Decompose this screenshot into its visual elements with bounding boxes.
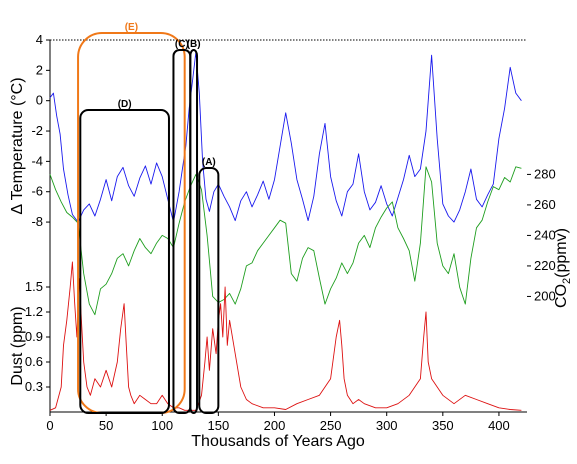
co2-tick-label-0: 200 bbox=[534, 288, 556, 303]
x-tick-label-5: 250 bbox=[320, 418, 342, 433]
co2-axis-title-prefix: CO bbox=[553, 284, 570, 308]
co2-tick-label-2: 240 bbox=[534, 227, 556, 242]
dust-axis-title-prefix: Dust bbox=[9, 352, 26, 385]
annotation-box-4 bbox=[198, 167, 220, 414]
temperature-tick-label-0: -8 bbox=[31, 214, 43, 229]
axis-layer: 0 50 100 150 200 250 300 350 400 -8 -6 -4 -2 0 2 4 200 22… bbox=[25, 32, 556, 433]
x-axis-title: Thousands of Years Ago bbox=[191, 433, 365, 450]
annotation-box-1 bbox=[79, 109, 170, 414]
annotation-label-0: (E) bbox=[125, 22, 138, 33]
temperature-tick-label-3: -2 bbox=[31, 123, 43, 138]
annotation-label-3: (B) bbox=[187, 39, 201, 50]
dust-axis-title: Dust (ppm) bbox=[9, 306, 26, 385]
dust-tick-label-4: 1.5 bbox=[25, 279, 43, 294]
x-tick-label-2: 100 bbox=[151, 418, 173, 433]
x-tick-label-6: 300 bbox=[376, 418, 398, 433]
x-tick-label-7: 350 bbox=[432, 418, 454, 433]
co2-axis-title-subscript: 2 bbox=[561, 278, 573, 284]
annotation-label-4: (A) bbox=[202, 157, 216, 168]
plot-frame bbox=[49, 39, 527, 413]
x-tick-label-4: 200 bbox=[264, 418, 286, 433]
temperature-axis-title: Δ Temperature (°C) bbox=[9, 77, 26, 214]
temperature-axis-title-prefix: Δ Temperature bbox=[9, 110, 26, 214]
temperature-axis-title-unit: (°C) bbox=[9, 77, 26, 106]
x-tick-label-8: 400 bbox=[488, 418, 510, 433]
co2-axis-title: CO2(ppmv) bbox=[553, 228, 573, 308]
x-tick-label-1: 50 bbox=[99, 418, 113, 433]
dust-tick-label-0: 0.3 bbox=[25, 379, 43, 394]
annotation-label-1: (D) bbox=[118, 99, 132, 110]
temperature-tick-label-6: 4 bbox=[36, 32, 43, 47]
dust-series-line bbox=[49, 261, 522, 411]
co2-axis-title-unit: (ppmv) bbox=[553, 228, 570, 278]
dust-tick-label-3: 1.2 bbox=[25, 304, 43, 319]
temperature-tick-label-1: -6 bbox=[31, 184, 43, 199]
temperature-tick-label-4: 0 bbox=[36, 93, 43, 108]
temperature-series-line bbox=[49, 51, 522, 223]
dust-tick-label-1: 0.6 bbox=[25, 354, 43, 369]
co2-tick-label-4: 280 bbox=[534, 166, 556, 181]
annotation-label-2: (C) bbox=[175, 39, 189, 50]
annotation-layer: (E) (D) (C)(B) (A) bbox=[77, 22, 220, 414]
dust-axis-title-unit: (ppm) bbox=[9, 306, 26, 348]
dust-tick-label-2: 0.9 bbox=[25, 329, 43, 344]
x-tick-label-0: 0 bbox=[46, 418, 53, 433]
co2-tick-label-3: 260 bbox=[534, 197, 556, 212]
x-tick-label-3: 150 bbox=[208, 418, 230, 433]
temperature-tick-label-5: 2 bbox=[36, 62, 43, 77]
annotation-box-3 bbox=[189, 49, 199, 414]
co2-series-line bbox=[49, 166, 522, 316]
annotation-box-2 bbox=[172, 49, 192, 414]
temperature-tick-label-2: -4 bbox=[31, 153, 43, 168]
co2-tick-label-1: 220 bbox=[534, 258, 556, 273]
